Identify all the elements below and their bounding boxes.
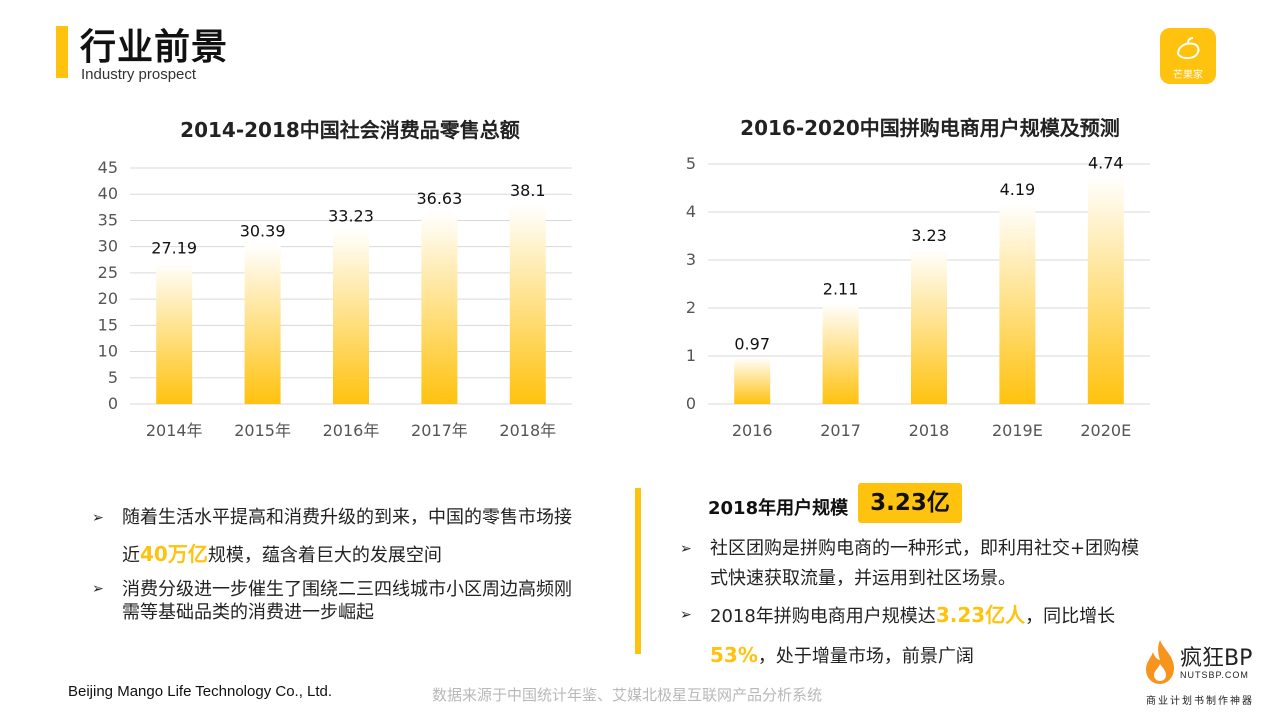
bar-value-label: 4.19	[1000, 180, 1036, 199]
bar-value-label: 27.19	[151, 238, 197, 257]
bar-value-label: 4.74	[1088, 153, 1124, 172]
arrow-bullet-icon: ➢	[680, 607, 692, 623]
bar	[509, 204, 546, 404]
highlight-53-percent: 53%	[710, 643, 758, 667]
x-tick-label: 2017年	[411, 421, 468, 440]
x-tick-label: 2019E	[992, 421, 1043, 440]
y-tick-label: 0	[108, 394, 118, 413]
x-tick-label: 2016年	[323, 421, 380, 440]
bar-value-label: 0.97	[734, 334, 770, 353]
bar	[421, 211, 458, 404]
bar	[999, 202, 1036, 404]
mango-icon	[1176, 37, 1200, 60]
highlight-40-trillion: 40万亿	[140, 542, 208, 566]
title-accent-bar	[56, 26, 68, 78]
retail-sales-chart: 0 5 10 15 20 25 30 35 40 45 27.19 2014年 30.39 2015年 33…	[98, 158, 572, 440]
bar	[333, 229, 369, 404]
footer-company: Beijing Mango Life Technology Co., Ltd.	[68, 683, 333, 700]
x-tick-label: 2016	[732, 421, 773, 440]
bar	[244, 244, 281, 404]
y-tick-label: 35	[98, 210, 118, 229]
mango-logo: 芒果家	[1160, 28, 1216, 84]
y-tick-label: 25	[98, 263, 118, 282]
highlight-323-million: 3.23亿人	[935, 603, 1026, 627]
user-scale-label: 2018年用户规模	[708, 498, 849, 519]
page-title: 行业前景	[80, 27, 229, 68]
bar-value-label: 2.11	[823, 280, 859, 299]
y-tick-label: 30	[98, 237, 118, 256]
bar	[1087, 176, 1124, 404]
x-tick-label: 2015年	[234, 421, 291, 440]
right-bullet-list: ➢ 社区团购是拼购电商的一种形式，即利用社交+团购模式快速获取流量，并运用到社区…	[680, 534, 1150, 676]
arrow-bullet-icon: ➢	[92, 581, 104, 597]
footer-source: 数据来源于中国统计年鉴、艾媒北极星互联网产品分析系统	[432, 686, 823, 704]
group-buying-users-chart: 0 1 2 3 4 5 0.97 2016 2.11 2017 3.23 2018 4.19 2019E 4…	[686, 153, 1150, 440]
y-tick-label: 5	[686, 154, 696, 173]
list-item: ➢ 社区团购是拼购电商的一种形式，即利用社交+团购模式快速获取流量，并运用到社区…	[680, 534, 1150, 594]
brand-name: 疯狂BP	[1180, 646, 1253, 671]
user-scale-badge: 3.23亿	[858, 483, 962, 523]
bar	[822, 302, 859, 404]
list-item: ➢ 消费分级进一步催生了围绕二三四线城市小区周边高频刚需等基础品类的消费进一步崛…	[92, 579, 572, 623]
list-item: ➢ 随着生活水平提高和消费升级的到来，中国的零售市场接近40万亿规模，蕴含着巨大…	[92, 500, 572, 574]
bar-value-label: 38.1	[510, 181, 546, 200]
y-tick-label: 3	[686, 250, 696, 269]
bar-value-label: 33.23	[328, 207, 374, 226]
x-tick-label: 2014年	[146, 421, 203, 440]
y-tick-label: 2	[686, 298, 696, 317]
x-tick-label: 2018年	[499, 421, 556, 440]
y-tick-label: 15	[98, 315, 118, 334]
bar	[734, 357, 771, 404]
brand-url: NUTSBP.COM	[1180, 670, 1249, 680]
y-tick-label: 40	[98, 184, 118, 203]
y-tick-label: 20	[98, 289, 118, 308]
arrow-bullet-icon: ➢	[680, 541, 692, 557]
x-tick-label: 2017	[820, 421, 861, 440]
arrow-bullet-icon: ➢	[92, 510, 104, 526]
flame-icon	[1146, 640, 1174, 684]
y-tick-label: 5	[108, 368, 118, 387]
bar-value-label: 36.63	[416, 189, 462, 208]
y-tick-label: 10	[98, 342, 118, 361]
brand-tagline: 商业计划书制作神器	[1146, 696, 1254, 707]
list-item: ➢ 2018年拼购电商用户规模达3.23亿人，同比增长53%，处于增量市场，前景…	[680, 596, 1150, 676]
chart2-title: 2016-2020中国拼购电商用户规模及预测	[740, 116, 1120, 140]
y-tick-label: 1	[686, 346, 696, 365]
vertical-divider	[635, 488, 641, 654]
bar-value-label: 30.39	[240, 222, 286, 241]
y-tick-label: 0	[686, 394, 696, 413]
page-subtitle: Industry prospect	[81, 66, 197, 83]
bar	[911, 248, 947, 404]
x-tick-label: 2020E	[1080, 421, 1131, 440]
bar	[156, 261, 193, 404]
bar-value-label: 3.23	[911, 226, 947, 245]
left-bullet-list: ➢ 随着生活水平提高和消费升级的到来，中国的零售市场接近40万亿规模，蕴含着巨大…	[92, 500, 572, 624]
y-tick-label: 45	[98, 158, 118, 177]
brand-logo: 疯狂BP NUTSBP.COM 商业计划书制作神器	[1140, 636, 1270, 712]
y-tick-label: 4	[686, 202, 696, 221]
x-tick-label: 2018	[909, 421, 950, 440]
chart1-title: 2014-2018中国社会消费品零售总额	[180, 118, 520, 142]
logo-text: 芒果家	[1173, 70, 1203, 81]
